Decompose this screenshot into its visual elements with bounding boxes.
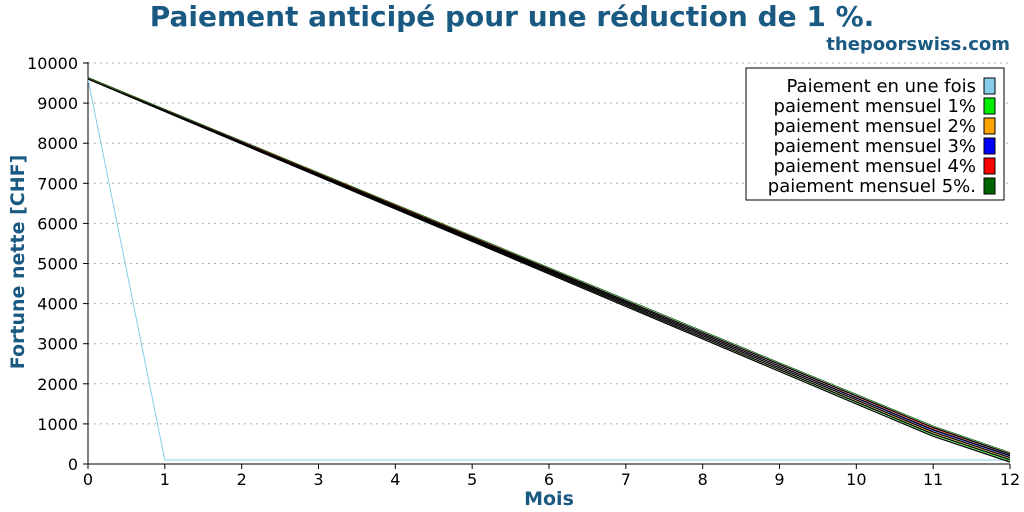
x-tick-label: 7 bbox=[621, 470, 631, 489]
x-tick-label: 9 bbox=[774, 470, 784, 489]
chart-title: Paiement anticipé pour une réduction de … bbox=[149, 0, 875, 33]
x-tick-label: 3 bbox=[313, 470, 323, 489]
y-tick-label: 9000 bbox=[37, 94, 78, 113]
y-tick-label: 7000 bbox=[37, 174, 78, 193]
y-tick-label: 8000 bbox=[37, 134, 78, 153]
legend-label: Paiement en une fois bbox=[787, 76, 977, 97]
legend-box bbox=[745, 67, 1005, 201]
x-tick-label: 8 bbox=[698, 470, 708, 489]
y-tick-label: 0 bbox=[68, 455, 78, 474]
legend-swatch bbox=[983, 177, 996, 195]
legend-label: paiement mensuel 2% bbox=[774, 116, 976, 137]
series-line-1 bbox=[87, 78, 1010, 461]
y-tick-label: 10000 bbox=[27, 54, 78, 73]
y-tick-label: 5000 bbox=[37, 255, 78, 274]
legend-label: paiement mensuel 5%. bbox=[768, 176, 976, 197]
x-tick-label: 0 bbox=[83, 470, 93, 489]
y-tick-label: 6000 bbox=[37, 214, 78, 233]
x-tick-label: 11 bbox=[923, 470, 943, 489]
y-tick-label: 3000 bbox=[37, 335, 78, 354]
x-tick-label: 10 bbox=[846, 470, 866, 489]
x-tick-label: 1 bbox=[160, 470, 170, 489]
legend-swatch bbox=[983, 97, 996, 115]
legend-swatch bbox=[983, 157, 996, 175]
series-lines bbox=[87, 77, 1011, 463]
x-axis-title: Mois bbox=[524, 488, 574, 510]
legend-label: paiement mensuel 4% bbox=[774, 156, 976, 177]
x-tick-label: 12 bbox=[1000, 470, 1020, 489]
series-line-6-color bbox=[87, 77, 1011, 453]
legend-label: paiement mensuel 3% bbox=[774, 136, 976, 157]
legend-label: paiement mensuel 1% bbox=[774, 96, 976, 117]
x-tick-label: 5 bbox=[467, 470, 477, 489]
watermark-text: thepoorswiss.com bbox=[826, 34, 1010, 55]
x-tick-label: 2 bbox=[237, 470, 247, 489]
y-tick-label: 4000 bbox=[37, 295, 78, 314]
legend-swatch bbox=[983, 117, 996, 135]
axes: 0100020003000400050006000700080009000100… bbox=[27, 54, 1020, 489]
legend-swatch bbox=[983, 137, 996, 155]
series-line-6 bbox=[87, 78, 1011, 455]
y-tick-label: 2000 bbox=[37, 375, 78, 394]
y-tick-label: 1000 bbox=[37, 415, 78, 434]
x-tick-label: 4 bbox=[390, 470, 400, 489]
y-axis-title: Fortune nette [CHF] bbox=[7, 155, 29, 370]
x-tick-label: 6 bbox=[544, 470, 554, 489]
legend-swatch bbox=[983, 77, 996, 95]
